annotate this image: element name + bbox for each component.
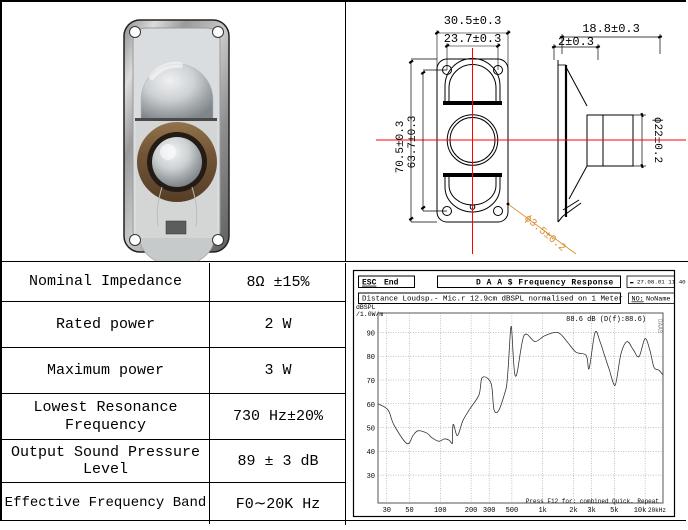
- svg-text:63.7±0.3: 63.7±0.3: [407, 116, 419, 169]
- svg-text:60: 60: [367, 402, 375, 410]
- svg-text:30: 30: [367, 473, 375, 481]
- svg-text:50: 50: [367, 426, 375, 434]
- svg-text:18.8±0.3: 18.8±0.3: [582, 22, 640, 36]
- svg-text:1k: 1k: [538, 507, 546, 515]
- svg-text:88.6 dB (D(f):88.6): 88.6 dB (D(f):88.6): [566, 316, 646, 324]
- svg-text:100: 100: [434, 507, 447, 515]
- svg-text:NO:: NO:: [632, 296, 644, 304]
- svg-text:80: 80: [367, 354, 375, 362]
- svg-text:20kHz: 20kHz: [648, 507, 666, 514]
- svg-text:DAAS: DAAS: [656, 319, 663, 334]
- svg-text:D A A $ Frequency Response: D A A $ Frequency Response: [476, 279, 614, 288]
- svg-text:NoName: NoName: [646, 296, 670, 304]
- svg-text:2k: 2k: [569, 507, 577, 515]
- svg-text:90: 90: [367, 330, 375, 338]
- svg-text:23.7±0.3: 23.7±0.3: [444, 32, 502, 46]
- svg-text:2±0.3: 2±0.3: [558, 35, 594, 49]
- svg-text:50: 50: [405, 507, 413, 515]
- svg-text:dBSPL: dBSPL: [356, 304, 376, 311]
- svg-text:500: 500: [506, 507, 519, 515]
- svg-text:10k: 10k: [634, 507, 647, 515]
- svg-text:70: 70: [367, 378, 375, 386]
- svg-text:3k: 3k: [587, 507, 595, 515]
- svg-text:30.5±0.3: 30.5±0.3: [444, 14, 502, 28]
- svg-text:40: 40: [367, 449, 375, 457]
- svg-text:End: End: [384, 279, 399, 288]
- svg-text:30: 30: [383, 507, 391, 515]
- svg-text:70.5±0.3: 70.5±0.3: [395, 121, 407, 174]
- svg-text:200: 200: [465, 507, 478, 515]
- svg-text:Distance Loudsp.- Mic.r 12.9cm: Distance Loudsp.- Mic.r 12.9cm dBSPL nor…: [362, 296, 623, 304]
- svg-text:ESC: ESC: [362, 279, 377, 288]
- svg-text:Press F12 for: combined Quick.: Press F12 for: combined Quick. Repeat: [526, 498, 659, 505]
- svg-text:/1.0W/m: /1.0W/m: [356, 311, 383, 318]
- svg-text:5k: 5k: [610, 507, 618, 515]
- svg-text:▬ 27.08.01 11 40: ▬ 27.08.01 11 40: [630, 279, 686, 286]
- svg-text:300: 300: [483, 507, 496, 515]
